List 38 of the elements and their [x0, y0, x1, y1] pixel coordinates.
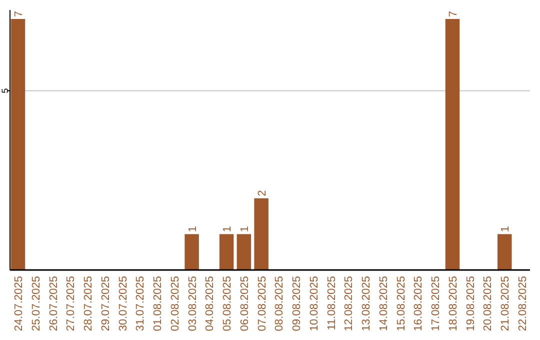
x-tick-label: 05.08.2025	[222, 276, 234, 332]
x-tick-label: 13.08.2025	[360, 276, 373, 332]
x-tick-label: 28.07.2025	[82, 276, 95, 332]
x-tick-label: 06.08.2025	[238, 276, 251, 332]
x-tick-label: 31.07.2025	[134, 276, 147, 332]
data-label: 1	[186, 226, 199, 232]
x-tick-label: 18.08.2025	[447, 276, 460, 332]
x-tick-label: 26.07.2025	[48, 276, 60, 332]
x-tick-label: 03.08.2025	[186, 276, 199, 332]
x-tick-label: 09.08.2025	[291, 276, 304, 332]
x-tick-label: 07.08.2025	[256, 276, 268, 332]
x-tick-label: 25.07.2025	[30, 276, 42, 332]
x-tick-label: 24.07.2025	[12, 276, 25, 332]
x-tick-label: 22.08.2025	[517, 276, 530, 332]
x-tick-label: 11.08.2025	[326, 276, 338, 330]
y-tick-label: 5	[0, 88, 10, 94]
data-label: 7	[447, 10, 460, 17]
x-tick-label: 16.08.2025	[412, 276, 425, 332]
data-label: 2	[256, 190, 268, 196]
x-tick-label: 04.08.2025	[204, 276, 216, 332]
data-label: 7	[12, 10, 25, 17]
x-tick-label: 29.07.2025	[100, 276, 112, 332]
x-tick-label: 01.08.2025	[152, 276, 164, 332]
x-tick-label: 15.08.2025	[395, 276, 408, 332]
x-tick-label: 17.08.2025	[430, 276, 442, 332]
data-label: 1	[238, 226, 251, 232]
data-label: 1	[500, 226, 512, 232]
x-tick-label: 02.08.2025	[169, 276, 182, 332]
x-tick-label: 30.07.2025	[117, 276, 130, 332]
x-tick-label: 14.08.2025	[378, 276, 390, 332]
x-tick-label: 20.08.2025	[482, 276, 494, 332]
x-tick-label: 19.08.2025	[464, 276, 477, 332]
x-tick-label: 10.08.2025	[308, 276, 320, 332]
x-tick-label: 27.07.2025	[65, 276, 78, 332]
data-label: 1	[222, 226, 234, 232]
x-tick-label: 21.08.2025	[500, 276, 512, 332]
x-tick-label: 12.08.2025	[343, 276, 356, 332]
x-tick-label: 08.08.2025	[274, 276, 286, 332]
